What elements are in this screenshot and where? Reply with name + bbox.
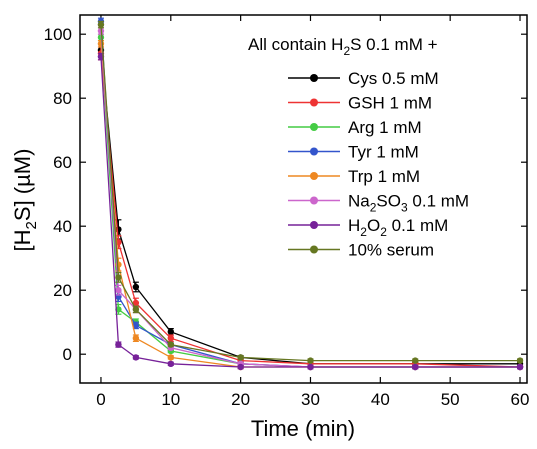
legend-marker [310,98,318,107]
series-6 [97,52,524,371]
series-line [100,53,521,368]
legend-label: Trp 1 mM [348,167,420,186]
legend-title-post: S 0.1 mM + [350,35,437,54]
y-tick-label: 100 [44,25,72,44]
legend-label-part: GSH 1 mM [348,94,432,113]
plot-frame [79,14,528,384]
legend-label-sub: 2 [360,225,367,239]
x-tick-label: 50 [441,390,460,409]
legend-entry: Tyr 1 mM [288,143,419,162]
data-point [132,335,140,342]
x-tick-label: 20 [231,390,250,409]
legend-label-part: 0.1 mM [408,192,469,211]
x-axis-label: Time (min) [251,416,355,441]
legend-label: Arg 1 mM [348,118,422,137]
data-point [115,287,122,294]
data-point [307,357,314,364]
data-point [516,363,524,371]
data-point [115,341,122,348]
series-7 [97,20,524,364]
legend-label: H2O2 0.1 mM [348,216,448,239]
legend-marker [310,196,318,205]
legend-label-part: 10% serum [348,241,434,260]
y-axis-label-sub: 2 [23,221,40,229]
legend-entry: 10% serum [288,241,434,260]
data-point [167,360,174,367]
legend-entry: H2O2 0.1 mM [288,216,448,239]
legend-marker [310,221,318,229]
legend-label-sub: 3 [401,201,408,215]
legend: Cys 0.5 mM GSH 1 mM Arg 1 mM Tyr 1 mM Trp 1 … [288,69,469,260]
x-tick-label: 30 [301,390,320,409]
y-tick-label: 80 [53,89,72,108]
legend-entry: Na2SO3 0.1 mM [288,192,469,215]
legend-entry: Trp 1 mM [288,167,420,186]
data-point [132,306,140,313]
y-tick-label: 40 [53,217,72,236]
x-tick-label: 40 [371,390,390,409]
legend-title-sub: 2 [343,44,350,58]
data-point [115,274,122,281]
data-point [97,40,105,47]
x-tick-label: 10 [161,390,180,409]
legend-label: Na2SO3 0.1 mM [348,192,469,215]
data-point [132,354,140,361]
data-point [167,341,174,348]
data-point [132,283,140,291]
legend-marker [310,74,318,82]
legend-title-pre: All contain H [248,35,343,54]
legend-label-part: 0.1 mM [387,216,448,235]
legend-label: Tyr 1 mM [348,143,419,162]
data-point [132,322,140,329]
legend-label-part: SO [376,192,401,211]
legend-label-part: Na [348,192,370,211]
y-axis-label-close: S] (µM) [10,149,35,222]
data-point [307,363,314,371]
legend-entry: Arg 1 mM [288,118,422,137]
legend-label-sub: 2 [370,201,377,215]
data-point [167,335,174,342]
legend-entry: GSH 1 mM [288,94,432,113]
legend-label: GSH 1 mM [348,94,432,113]
y-tick-label: 20 [53,281,72,300]
legend-label: Cys 0.5 mM [348,69,439,88]
data-point [412,357,419,364]
x-tick-label: 60 [511,390,530,409]
legend-marker [310,245,318,254]
data-point [97,21,105,28]
legend-title: All contain H2S 0.1 mM + [248,35,438,58]
legend-label-part: H [348,216,360,235]
y-axis-label-open: [H [10,229,35,251]
x-tick-label: 0 [96,390,105,409]
y-tick-label: 60 [53,153,72,172]
legend-marker [310,123,318,131]
legend-label-part: Cys 0.5 mM [348,69,439,88]
legend-label-part: Trp 1 mM [348,167,420,186]
legend-label-part: O [367,216,380,235]
legend-label-sub: 2 [380,225,387,239]
legend-label: 10% serum [348,241,434,260]
y-tick-label: 0 [63,345,72,364]
legend-entry: Cys 0.5 mM [288,69,439,88]
data-point [132,299,140,307]
y-axis-label: [H2S] (µM) [10,149,40,252]
legend-marker [310,172,318,180]
series-layer [97,17,524,371]
data-point [167,328,174,335]
data-point [412,363,419,371]
legend-label-part: Arg 1 mM [348,118,422,137]
axes: 0 10 20 30 40 50 60 0 20 40 60 80 100 [44,15,530,409]
data-point [516,357,524,364]
legend-marker [310,147,318,156]
legend-label-part: Tyr 1 mM [348,143,419,162]
data-point [167,354,174,361]
data-point [237,363,244,371]
data-point [237,354,244,361]
